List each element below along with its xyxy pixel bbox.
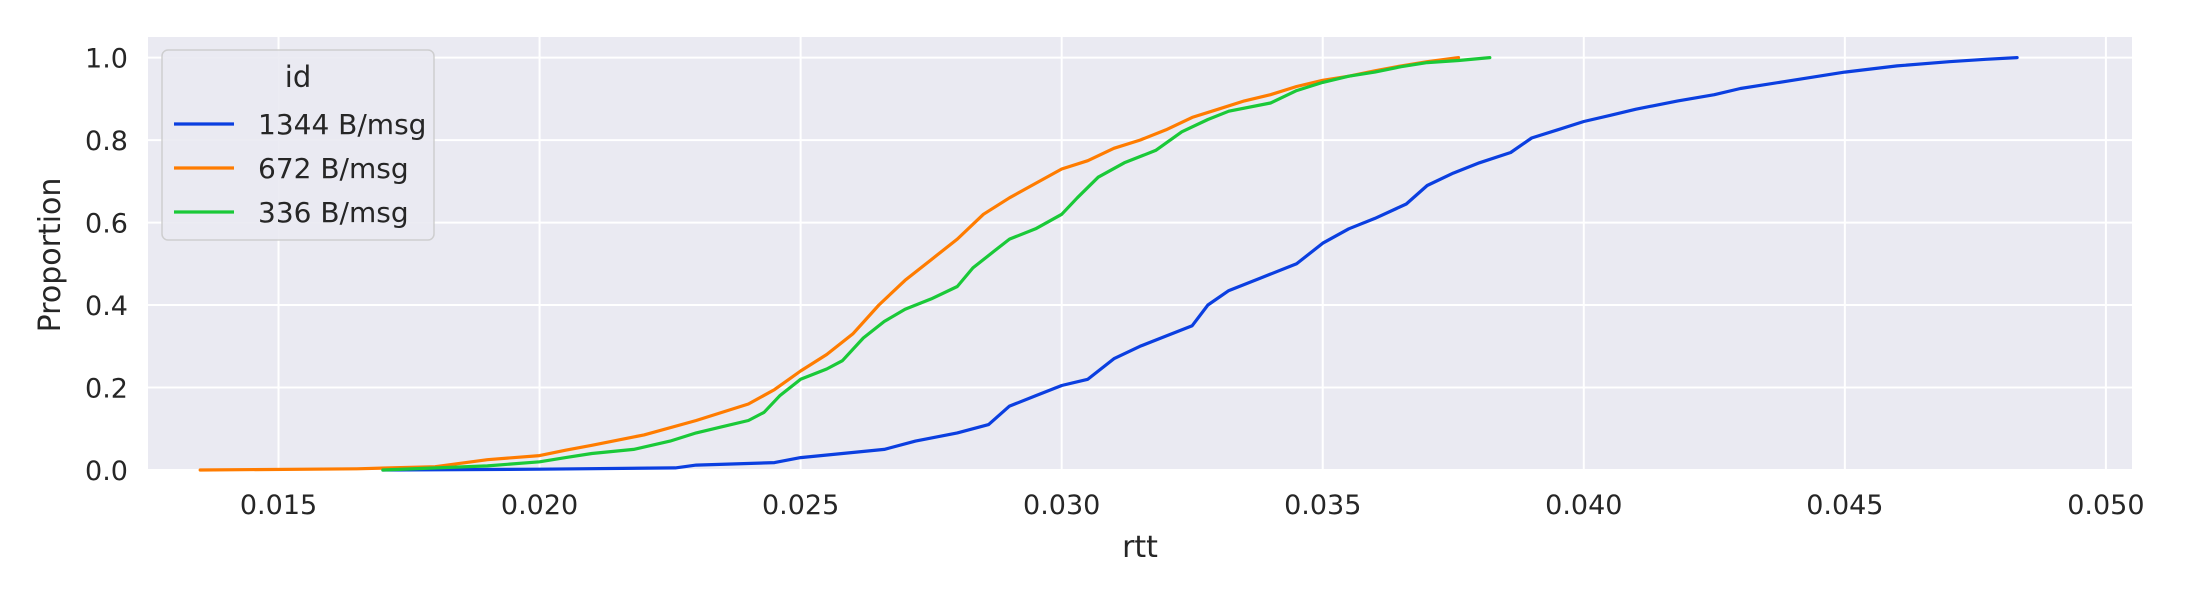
legend-label: 1344 B/msg <box>258 108 426 141</box>
x-axis-label: rtt <box>1122 530 1158 565</box>
y-tick-label: 1.0 <box>85 44 128 75</box>
x-tick-label: 0.040 <box>1545 490 1622 521</box>
y-tick-label: 0.8 <box>85 126 128 157</box>
legend-box <box>161 49 435 241</box>
series-lines <box>198 56 2019 472</box>
series-line-2 <box>381 56 1492 472</box>
y-tick-label: 0.2 <box>85 374 128 405</box>
x-tick-label: 0.015 <box>240 490 317 521</box>
legend: id 1344 B/msg 672 B/msg 336 B/msg <box>161 49 435 241</box>
series-line-1 <box>198 56 1461 472</box>
x-tick-label: 0.030 <box>1023 490 1100 521</box>
y-tick-label: 0.0 <box>85 456 128 487</box>
x-tick-label: 0.035 <box>1284 490 1361 521</box>
series-line-0 <box>381 56 2019 472</box>
y-tick-label: 0.6 <box>85 209 128 240</box>
legend-label: 672 B/msg <box>258 152 409 185</box>
y-tick-label: 0.4 <box>85 291 128 322</box>
x-tick-label: 0.025 <box>762 490 839 521</box>
legend-label: 336 B/msg <box>258 196 409 229</box>
legend-title: id <box>285 60 311 94</box>
x-tick-label: 0.020 <box>501 490 578 521</box>
legend-items: 1344 B/msg 672 B/msg 336 B/msg <box>174 108 426 229</box>
x-tick-labels: 0.015 0.020 0.025 0.030 0.035 0.040 0.045 0.050 <box>240 490 2145 521</box>
x-tick-label: 0.050 <box>2067 490 2144 521</box>
y-axis-label: Proportion <box>33 178 68 333</box>
plot-background <box>148 37 2132 470</box>
y-tick-labels: 0.0 0.2 0.4 0.6 0.8 1.0 <box>85 44 128 487</box>
x-tick-label: 0.045 <box>1806 490 1883 521</box>
